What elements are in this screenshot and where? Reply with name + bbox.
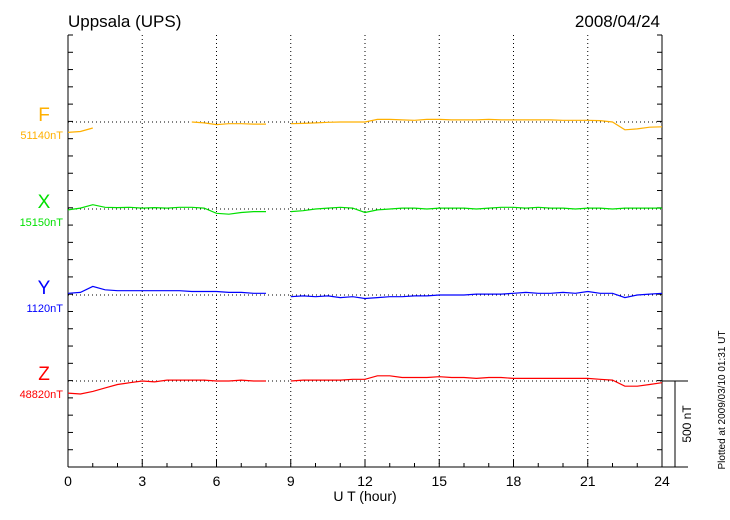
x-tick-label: 12 (357, 473, 373, 489)
x-tick-label: 24 (654, 473, 670, 489)
series-baseline-X: 15150nT (20, 217, 64, 229)
x-tick-label: 15 (431, 473, 447, 489)
footnote: Plotted at 2009/03/10 01:31 UT (717, 331, 728, 470)
series-line-Z (67, 375, 663, 395)
x-axis-label: U T (hour) (333, 488, 396, 504)
series-name-X: X (38, 192, 51, 213)
series-lines (67, 118, 663, 395)
series-line-Y (67, 285, 663, 300)
series-name-F: F (38, 105, 50, 126)
grid (68, 35, 662, 467)
series-labels: F 51140nT X 15150nT Y 1120nT Z 48820nT (20, 105, 64, 401)
x-tick-label: 3 (138, 473, 146, 489)
chart-date: 2008/04/24 (575, 12, 660, 31)
series-baseline-Z: 48820nT (20, 389, 64, 401)
x-tick-label: 0 (64, 473, 72, 489)
series-line-F (67, 118, 663, 133)
series-baseline-F: 51140nT (20, 130, 63, 142)
x-tick-label: 9 (287, 473, 295, 489)
chart-title: Uppsala (UPS) (68, 12, 181, 31)
axes: 0 3 6 9 12 15 18 21 24 (64, 34, 688, 489)
scale-bar-label: 500 nT (680, 405, 694, 443)
x-tick-label: 18 (506, 473, 522, 489)
series-baseline-Y: 1120nT (27, 303, 64, 315)
series-line-X (67, 204, 662, 215)
series-name-Y: Y (38, 278, 51, 299)
series-name-Z: Z (38, 364, 50, 385)
x-tick-label: 6 (213, 473, 221, 489)
x-tick-label: 21 (580, 473, 596, 489)
